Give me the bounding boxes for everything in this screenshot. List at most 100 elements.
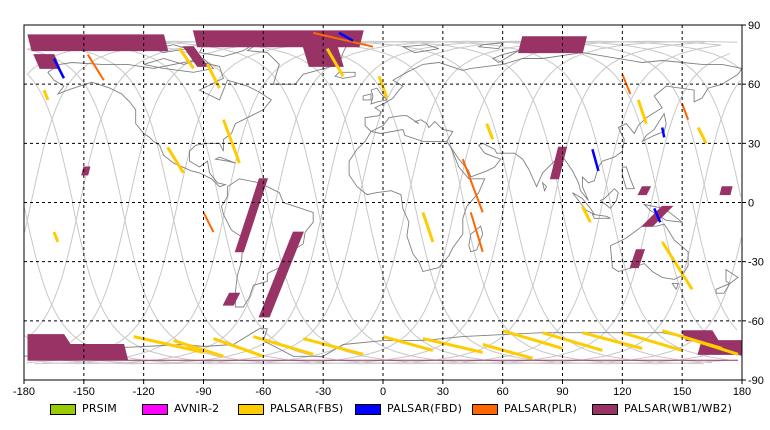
fbd-swath [591,148,600,172]
axis-ticks: -180 -150 -120 -90 -60 -30 0 30 60 90 120 150 180 90 6… [13,20,764,398]
graticule-grid [24,25,742,380]
fbs-swath [422,337,484,354]
x-tick-label: -30 [315,386,331,398]
coastline [591,213,611,219]
fbs-swath [621,331,683,352]
fbs-swath [482,343,533,360]
y-tick-label: 60 [748,79,760,91]
plr-swath [461,158,484,213]
orbit-track [42,40,729,365]
plr-swath [86,54,105,81]
fbs-swath [178,47,195,70]
x-tick-label: -180 [13,386,35,398]
wb-swath [517,36,588,54]
wb-swath [27,344,129,361]
coastline [348,128,486,273]
fbd-swath [660,127,666,138]
coastline [143,57,215,73]
wb-swath [27,34,169,52]
orbit-track [29,40,742,365]
x-tick-label: 120 [613,386,631,398]
coastline [599,188,619,210]
x-tick-label: -90 [196,386,212,398]
fbs-swath [502,329,563,350]
fbs-swath [382,335,434,352]
legend-swatch-palsar-wb [592,404,618,415]
fbs-swath [302,337,364,356]
x-tick-label: 150 [673,386,691,398]
coastline [214,156,236,164]
fbs-swath [636,99,648,125]
coastline [671,282,679,291]
legend-swatch-palsar-fbd [355,404,381,415]
wb-swath [719,186,733,196]
x-tick-label: 180 [733,386,751,398]
plr-swath [202,211,215,233]
legend-label: PRSIM [82,402,117,415]
legend-swatch-avnir2 [142,404,168,415]
coastline [621,166,635,190]
fbs-swath [582,331,643,350]
fbs-swath [173,339,224,358]
wb-swath [637,186,652,196]
coastline [541,181,548,193]
fbs-swath [212,337,264,358]
x-tick-label: -150 [73,386,95,398]
legend-label: PALSAR(WB1/WB2) [624,402,733,415]
legend-label: PALSAR(PLR) [504,402,578,415]
legend-label: AVNIR-2 [174,402,220,415]
orbit-track [26,40,704,365]
fbs-swath [696,126,708,145]
observation-swaths [27,30,743,361]
fbs-swath [133,335,204,354]
y-tick-label: 0 [748,198,754,210]
coastline [221,178,314,308]
fbs-swath [42,89,50,101]
x-tick-label: -60 [255,386,271,398]
fbs-swath [485,123,495,140]
legend-swatch-prsim [50,404,76,415]
plr-swath [312,31,374,48]
fbd-swath [338,31,354,42]
orbit-track [26,40,722,365]
y-tick-label: 90 [748,20,760,32]
coastline [609,223,689,280]
orbit-track [24,40,742,365]
fbs-swath [542,331,603,352]
wb-swath [234,178,268,253]
fbs-swath [421,211,435,243]
coastline [468,225,484,253]
y-tick-label: -90 [748,375,764,387]
fbs-swath [681,335,739,356]
orbit-track [27,40,705,365]
coastline [362,93,372,101]
wb-swath [549,146,568,180]
wb-swath [81,166,91,176]
plr-swath [681,103,690,121]
x-tick-label: 90 [556,386,568,398]
orbit-track [33,40,729,365]
wb-swath [258,231,304,318]
x-tick-label: 30 [437,386,449,398]
x-tick-label: 60 [497,386,509,398]
legend-swatch-palsar-plr [472,404,498,415]
fbd-swath [52,57,66,79]
coastline [401,44,439,54]
legend-label: PALSAR(FBD) [387,402,463,415]
orbit-track [24,40,742,365]
plr-swath [469,212,484,253]
coastline [334,71,356,79]
x-tick-label: 0 [380,386,386,398]
fbs-swath [325,47,345,78]
fbd-swath [653,207,662,223]
fbs-swath [52,231,60,243]
coastline [477,42,504,50]
legend-swatch-palsar-fbs [238,404,264,415]
coastline [47,60,272,188]
legend-label: PALSAR(FBS) [270,402,344,415]
fbs-swath [222,119,241,164]
coastline [715,282,732,294]
y-tick-label: -60 [748,316,764,328]
